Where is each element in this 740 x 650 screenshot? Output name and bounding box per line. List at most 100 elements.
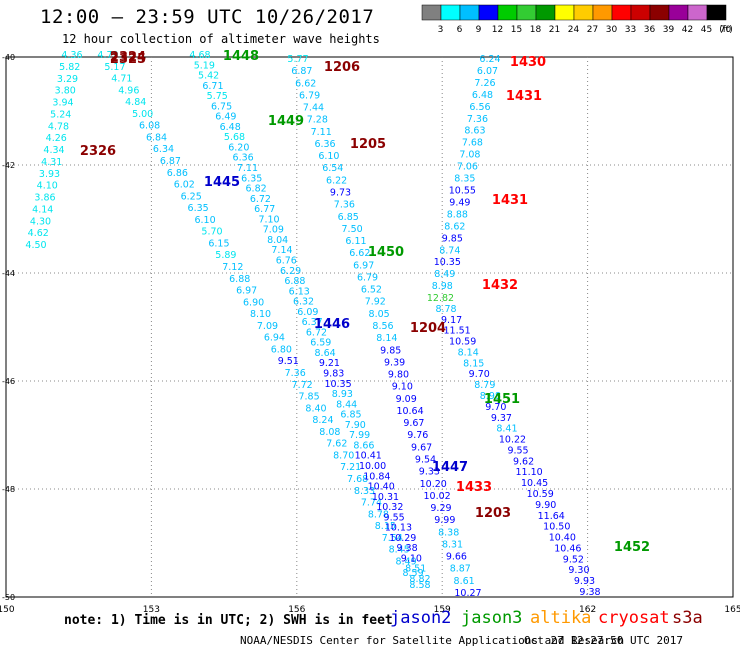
swh-value: 8.15 (375, 521, 396, 532)
swh-value: 6.87 (291, 66, 312, 77)
footer-timestamp: Oct 27 12:27:50 UTC 2017 (524, 634, 683, 647)
swh-value: 10.84 (363, 471, 390, 482)
swh-value: 7.68 (462, 138, 483, 149)
swh-value: 10.55 (449, 186, 476, 197)
swh-value: 9.73 (330, 188, 351, 199)
swh-value: 9.10 (392, 382, 413, 393)
swh-value: 6.25 (181, 191, 202, 202)
swh-value: 4.50 (25, 240, 46, 251)
swh-value: 6.10 (318, 151, 339, 162)
swh-value: 7.08 (459, 150, 480, 161)
swh-value: 6.87 (160, 156, 181, 167)
swh-value: 5.68 (224, 132, 245, 143)
colorbar-label: 24 (568, 25, 580, 35)
swh-value: 8.79 (474, 380, 495, 391)
colorbar-label: 12 (492, 25, 503, 35)
swh-value: 10.20 (420, 479, 447, 490)
units-note: note: 1) Time is in UTC; 2) SWH is in fe… (64, 613, 393, 628)
swh-value: 7.11 (311, 127, 332, 138)
pass-label: 2325 (110, 52, 146, 67)
swh-value: 8.41 (496, 424, 517, 435)
swh-value: 3.29 (57, 74, 78, 85)
swh-value: 4.26 (46, 133, 67, 144)
swh-value: 6.94 (264, 333, 285, 344)
swh-value: 5.42 (198, 71, 219, 82)
swh-value: 4.68 (189, 50, 210, 61)
swh-value: 6.76 (276, 255, 297, 266)
swh-value: 6.85 (338, 212, 359, 223)
swh-value: 6.90 (243, 297, 264, 308)
swh-value: 8.93 (332, 389, 353, 400)
swh-value: 8.66 (353, 440, 374, 451)
colorbar-label: 45 (701, 25, 712, 35)
swh-value: 7.36 (467, 114, 488, 125)
swh-value: 6.29 (280, 266, 301, 277)
swh-value: 7.54 (382, 533, 403, 544)
pass-label: 1204 (410, 321, 446, 336)
swh-value: 4.34 (43, 145, 64, 156)
pass-label: 1447 (432, 460, 468, 475)
swh-value: 5.24 (50, 109, 71, 120)
colorbar-label: 30 (606, 25, 618, 35)
x-tick-label: 159 (434, 605, 451, 615)
x-tick-label: 156 (288, 605, 305, 615)
swh-value: 6.80 (271, 344, 292, 355)
colorbar-swatch (706, 4, 727, 21)
swh-value: 9.33 (419, 467, 440, 478)
swh-value: 6.34 (153, 144, 174, 155)
swh-value: 10.45 (521, 478, 548, 489)
swh-value: 9.54 (415, 455, 436, 466)
colorbar-label: 27 (587, 25, 598, 35)
swh-value: 4.84 (125, 97, 146, 108)
swh-value: 6.49 (215, 112, 236, 123)
swh-value: 10.35 (324, 379, 351, 390)
swh-value: 8.40 (305, 403, 326, 414)
swh-value: 6.20 (228, 142, 249, 153)
swh-value: 3.93 (39, 169, 60, 180)
swh-value: 6.37 (302, 317, 323, 328)
colorbar-label: 33 (625, 25, 636, 35)
swh-value: 7.10 (258, 214, 279, 225)
swh-value: 12.82 (427, 293, 454, 304)
swh-value: 8.74 (439, 245, 460, 256)
pass-label: 2326 (80, 144, 116, 159)
swh-value: 5.17 (104, 62, 125, 73)
swh-value: 8.64 (315, 348, 336, 359)
swh-value: 6.48 (472, 90, 493, 101)
swh-value: 7.92 (365, 297, 386, 308)
swh-value: 6.08 (139, 121, 160, 132)
swh-value: 6.59 (310, 338, 331, 349)
swh-value: 10.64 (396, 406, 423, 417)
swh-value: 7.62 (326, 439, 347, 450)
swh-value: 9.52 (563, 554, 584, 565)
swh-value: 9.67 (411, 442, 432, 453)
swh-value: 4.62 (28, 228, 49, 239)
pass-label: 1445 (204, 175, 240, 190)
y-tick-label: -40 (2, 53, 15, 62)
pass-label: 1433 (456, 480, 492, 495)
swh-value: 4.79 (97, 50, 118, 61)
swh-value: 5.77 (287, 54, 308, 65)
swh-value: 10.59 (449, 337, 476, 348)
swh-value: 9.70 (469, 369, 490, 380)
colorbar-label: 15 (511, 25, 522, 35)
pass-label: 1452 (614, 540, 650, 555)
swh-value: 8.59 (402, 568, 423, 579)
pass-label: 1431 (492, 193, 528, 208)
swh-value: 9.38 (396, 543, 417, 554)
swh-value: 6.82 (246, 184, 267, 195)
swh-value: 6.35 (188, 203, 209, 214)
swh-value: 9.49 (449, 197, 470, 208)
swh-value: 10.50 (543, 522, 570, 533)
swh-value: 9.66 (446, 552, 467, 563)
swh-value: 9.67 (403, 418, 424, 429)
swh-value: 9.70 (485, 402, 506, 413)
swh-value: 5.19 (194, 60, 215, 71)
swh-value: 8.82 (409, 574, 430, 585)
swh-value: 6.97 (353, 260, 374, 271)
x-tick-label: 150 (0, 605, 15, 615)
swh-value: 10.40 (368, 482, 395, 493)
swh-value: 8.04 (267, 235, 288, 246)
colorbar-label: 36 (644, 25, 656, 35)
swh-value: 6.77 (254, 204, 275, 215)
